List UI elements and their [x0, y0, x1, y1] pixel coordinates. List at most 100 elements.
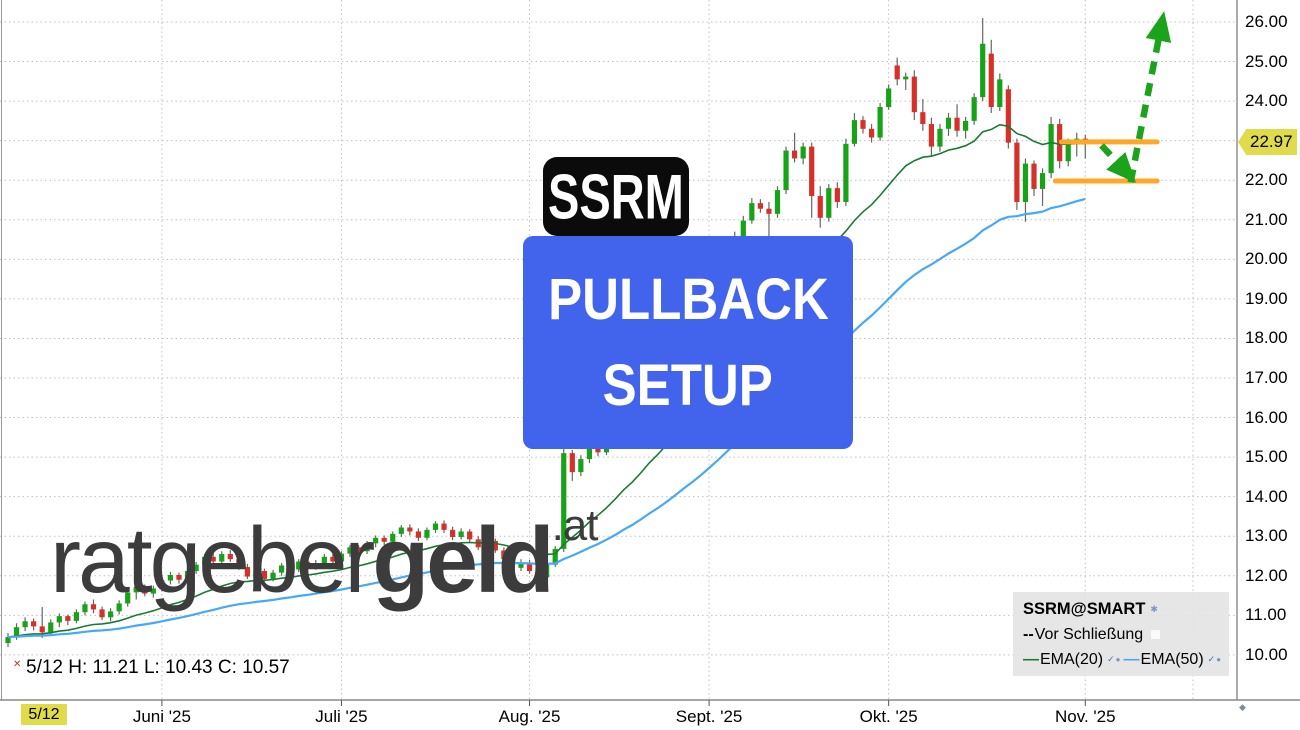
candle-body[interactable]: [270, 572, 276, 579]
candle-body[interactable]: [159, 580, 165, 589]
candle-body[interactable]: [31, 621, 37, 627]
candle-body[interactable]: [467, 531, 473, 540]
candle-body[interactable]: [1005, 89, 1011, 143]
candle-body[interactable]: [809, 146, 815, 197]
candle-body[interactable]: [783, 150, 789, 191]
candle-body[interactable]: [193, 564, 199, 572]
candle-body[interactable]: [202, 556, 208, 565]
candle-body[interactable]: [304, 561, 310, 568]
candle-body[interactable]: [5, 637, 11, 644]
candle-body[interactable]: [244, 567, 250, 577]
candle-body[interactable]: [390, 533, 396, 542]
candle-body[interactable]: [65, 616, 71, 621]
candle-body[interactable]: [1022, 163, 1029, 202]
candle-body[interactable]: [903, 76, 909, 80]
legend-square-icon[interactable]: [1151, 630, 1161, 639]
candle-body[interactable]: [355, 547, 362, 552]
candle-body[interactable]: [757, 203, 763, 209]
candle-body[interactable]: [963, 120, 969, 131]
ema50-check-icon[interactable]: ✓: [1207, 654, 1216, 664]
candle-body[interactable]: [321, 556, 327, 564]
candle-body[interactable]: [954, 117, 960, 131]
legend-config-icon[interactable]: ✱: [1150, 604, 1158, 614]
candle-body[interactable]: [817, 196, 823, 218]
candle-body[interactable]: [313, 563, 319, 568]
candle-body[interactable]: [894, 65, 900, 80]
candle-body[interactable]: [1039, 173, 1046, 189]
candle-body[interactable]: [373, 537, 379, 544]
candle-body[interactable]: [860, 120, 866, 129]
candle-body[interactable]: [501, 550, 507, 560]
candle-body[interactable]: [236, 559, 242, 568]
candle-body[interactable]: [877, 107, 883, 138]
candle-body[interactable]: [338, 553, 345, 562]
candle-body[interactable]: [176, 574, 182, 580]
candle-body[interactable]: [133, 586, 139, 593]
candle-body[interactable]: [253, 571, 259, 577]
candle-body[interactable]: [980, 43, 986, 98]
candle-body[interactable]: [484, 540, 490, 548]
candle-body[interactable]: [22, 621, 28, 628]
candle-body[interactable]: [398, 527, 404, 534]
candle-body[interactable]: [928, 124, 934, 147]
candle-body[interactable]: [261, 571, 268, 579]
candle-body[interactable]: [561, 453, 567, 549]
candle-body[interactable]: [569, 453, 575, 473]
candle-body[interactable]: [108, 611, 114, 618]
candle-body[interactable]: [39, 626, 45, 633]
candle-body[interactable]: [766, 208, 772, 214]
candle-body[interactable]: [219, 554, 225, 562]
candle-body[interactable]: [552, 548, 558, 565]
candle-body[interactable]: [988, 53, 994, 108]
candle-body[interactable]: [227, 554, 233, 560]
candle-body[interactable]: [843, 143, 849, 202]
candle-body[interactable]: [432, 523, 439, 530]
candle-body[interactable]: [210, 556, 216, 562]
candle-body[interactable]: [125, 592, 131, 604]
candle-body[interactable]: [586, 446, 592, 460]
candle-body[interactable]: [544, 564, 550, 578]
candle-body[interactable]: [792, 150, 798, 159]
candle-body[interactable]: [800, 146, 806, 159]
ema20-check-icon[interactable]: ✓: [1107, 654, 1115, 664]
candle-body[interactable]: [56, 616, 62, 623]
candle-body[interactable]: [450, 529, 456, 538]
candle-body[interactable]: [415, 531, 421, 538]
candle-body[interactable]: [364, 543, 370, 552]
candle-body[interactable]: [1031, 163, 1037, 189]
candle-body[interactable]: [82, 604, 88, 613]
candle-body[interactable]: [945, 117, 952, 129]
candle-body[interactable]: [184, 571, 191, 580]
candle-body[interactable]: [13, 627, 20, 638]
candle-body[interactable]: [920, 112, 926, 125]
candle-body[interactable]: [142, 586, 148, 594]
candle-body[interactable]: [279, 565, 285, 573]
candle-body[interactable]: [535, 571, 541, 578]
candle-body[interactable]: [826, 188, 832, 218]
candle-body[interactable]: [740, 220, 746, 237]
candle-body[interactable]: [407, 527, 413, 532]
candle-body[interactable]: [73, 612, 79, 621]
candle-body[interactable]: [347, 547, 353, 554]
candle-body[interactable]: [526, 563, 533, 572]
candle-body[interactable]: [296, 561, 302, 570]
candle-body[interactable]: [287, 565, 293, 570]
candle-body[interactable]: [99, 609, 105, 618]
candle-body[interactable]: [911, 76, 917, 113]
candle-body[interactable]: [886, 88, 892, 108]
candle-body[interactable]: [424, 529, 430, 538]
candle-body[interactable]: [749, 203, 755, 221]
candle-body[interactable]: [167, 574, 174, 581]
candle-body[interactable]: [1048, 124, 1054, 174]
ema20-config-icon[interactable]: ●: [1115, 655, 1121, 664]
candle-body[interactable]: [997, 79, 1003, 108]
candle-body[interactable]: [381, 537, 387, 542]
candle-body[interactable]: [518, 563, 524, 568]
candle-body[interactable]: [937, 128, 943, 147]
candle-body[interactable]: [774, 190, 781, 214]
candle-body[interactable]: [492, 540, 498, 551]
candle-body[interactable]: [458, 531, 464, 538]
candle-body[interactable]: [116, 603, 122, 612]
candle-body[interactable]: [1065, 142, 1071, 162]
candle-body[interactable]: [851, 120, 858, 144]
